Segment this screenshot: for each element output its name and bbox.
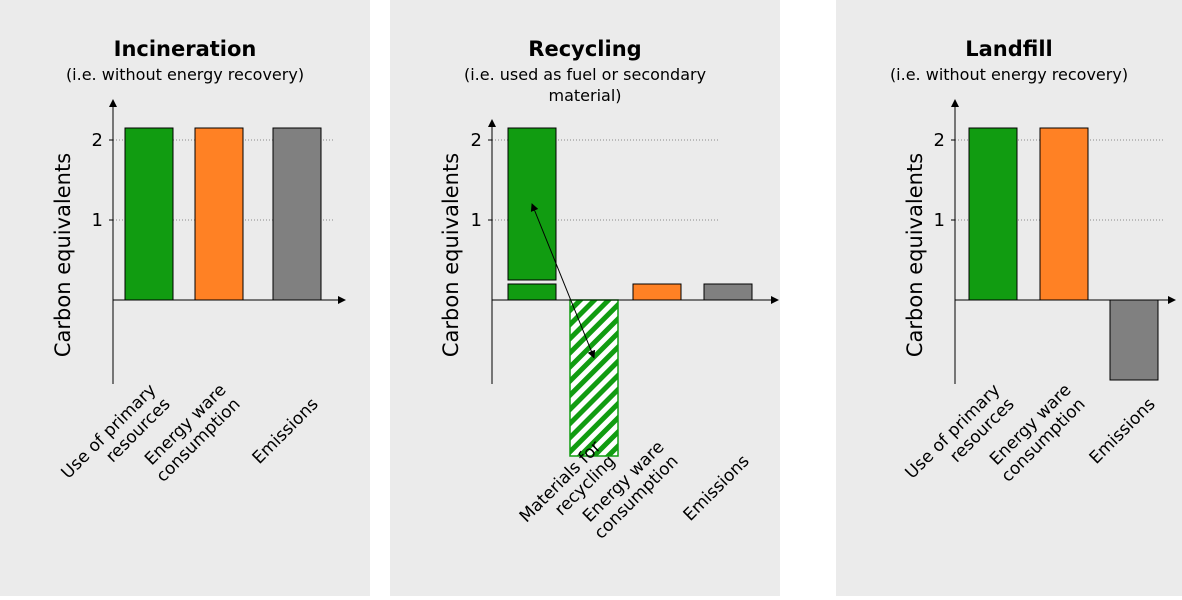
y-tick-label: 2: [934, 130, 945, 151]
y-tick-label: 1: [92, 210, 103, 231]
y-tick-label: 2: [471, 130, 482, 151]
arrow: [530, 203, 596, 359]
bar: [569, 299, 619, 457]
y-tick-label: 1: [471, 210, 482, 231]
y-tick-label: 2: [92, 130, 103, 151]
bar: [1109, 299, 1159, 381]
chart-title: Landfill: [965, 37, 1053, 61]
chart-title: Recycling: [528, 37, 641, 61]
y-axis-label: Carbon equivalents: [439, 153, 463, 357]
chart-subtitle: material): [548, 86, 621, 105]
y-axis-label: Carbon equivalents: [903, 153, 927, 357]
bar: [968, 127, 1018, 301]
bar: [194, 127, 244, 301]
chart-title: Incineration: [114, 37, 257, 61]
chart-subtitle: (i.e. used as fuel or secondary: [464, 65, 706, 84]
bar: [1039, 127, 1089, 301]
bar: [124, 127, 174, 301]
bar: [272, 127, 322, 301]
bar: [703, 283, 753, 301]
bar: [632, 283, 682, 301]
bar: [507, 283, 557, 301]
y-axis-label: Carbon equivalents: [51, 153, 75, 357]
chart-subtitle: (i.e. without energy recovery): [890, 65, 1128, 84]
chart-subtitle: (i.e. without energy recovery): [66, 65, 304, 84]
y-tick-label: 1: [934, 210, 945, 231]
